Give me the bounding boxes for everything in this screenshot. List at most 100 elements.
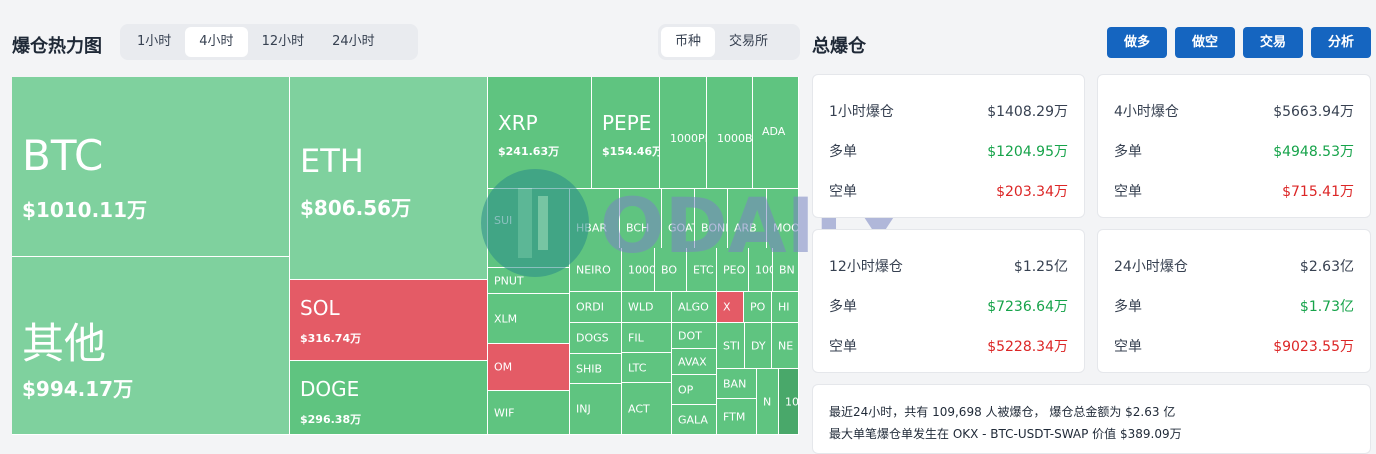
coin-value: $154.46万 [602, 145, 660, 158]
coin-name: SUI [494, 214, 513, 227]
treemap-cell[interactable]: DOGE $296.38万 [290, 361, 488, 435]
card-total: $2.63亿 [1299, 259, 1354, 275]
coin-name: SHIB [576, 362, 603, 375]
trade-button[interactable]: 交易 [1243, 27, 1303, 58]
treemap-cell[interactable]: ALGO [672, 292, 717, 323]
treemap-cell[interactable]: XRP $241.63万 [488, 77, 592, 189]
treemap-cell[interactable]: X [717, 292, 744, 323]
tab-coin[interactable]: 币种 [661, 27, 716, 57]
short-label: 空单 [829, 339, 857, 355]
treemap-cell[interactable]: BO [655, 248, 687, 292]
treemap-cell[interactable]: SOL $316.74万 [290, 280, 488, 361]
tab-1h[interactable]: 1小时 [137, 34, 172, 49]
coin-name: WLD [628, 300, 654, 314]
tab-24h[interactable]: 24小时 [332, 34, 375, 49]
treemap-cell[interactable]: NE [772, 323, 799, 369]
treemap-cell[interactable]: AVAX [672, 349, 717, 375]
analysis-button[interactable]: 分析 [1311, 27, 1371, 58]
treemap-cell[interactable]: ETC [687, 248, 717, 292]
coin-name: INJ [576, 402, 591, 416]
coin-name: DOGS [576, 331, 609, 345]
coin-name: HI [778, 300, 790, 314]
short-button[interactable]: 做空 [1175, 27, 1235, 58]
coin-name: OM [494, 360, 513, 374]
short-label: 空单 [1114, 184, 1142, 200]
treemap-cell[interactable]: GALA [672, 405, 717, 435]
coin-name: BN [779, 263, 795, 276]
tab-exchange[interactable]: 交易所 [729, 34, 769, 49]
coin-name: GOAT [668, 221, 694, 235]
treemap-cell[interactable]: N [757, 369, 779, 435]
treemap-cell[interactable]: ETH $806.56万 [290, 77, 488, 280]
treemap-cell[interactable]: WIF [488, 391, 570, 435]
treemap-cell[interactable]: BAN [717, 369, 757, 399]
coin-name: FIL [628, 331, 644, 344]
treemap-cell[interactable]: LTC [622, 353, 672, 383]
treemap-cell[interactable]: NEIRO [570, 248, 622, 292]
treemap-cell[interactable]: STI [717, 323, 745, 369]
coin-name: ALGO [678, 300, 709, 314]
treemap-cell[interactable]: FIL [622, 323, 672, 353]
coin-value: $296.38万 [300, 413, 362, 426]
coin-name: BCH [626, 221, 650, 235]
long-label: 多单 [829, 144, 857, 160]
coin-name: BONK [701, 221, 727, 235]
treemap-cell[interactable]: DY [745, 323, 772, 369]
coin-name: GALA [678, 413, 708, 426]
treemap-cell[interactable]: FTM [717, 399, 757, 435]
treemap-cell[interactable]: 100 [749, 248, 773, 292]
card-label: 1小时爆仓 [829, 104, 894, 120]
coin-name: 其他 [22, 319, 107, 369]
coin-name: N [763, 395, 772, 408]
treemap-cell[interactable]: OM [488, 344, 570, 391]
treemap-cell[interactable]: BN [773, 248, 799, 292]
treemap-cell[interactable]: PNUT [488, 268, 570, 294]
card-label: 12小时爆仓 [829, 259, 903, 275]
card-long: $7236.64万 [987, 299, 1068, 315]
coin-name: DOT [678, 329, 702, 342]
treemap-cell[interactable]: OP [672, 375, 717, 405]
card-4h: 4小时爆仓 $5663.94万 多单 $4948.53万 空单 $715.41万 [1097, 74, 1371, 218]
coin-name: 1000PE [670, 132, 706, 145]
treemap-cell[interactable]: 10 [779, 369, 799, 435]
short-label: 空单 [829, 184, 857, 200]
treemap-cell[interactable]: ADA [753, 77, 799, 189]
tab-12h[interactable]: 12小时 [261, 34, 305, 49]
coin-name: X [723, 300, 731, 314]
treemap-cell[interactable]: SHIB [570, 354, 622, 384]
treemap-cell[interactable]: XLM [488, 294, 570, 344]
treemap-cell[interactable]: DOGS [570, 323, 622, 354]
long-button[interactable]: 做多 [1107, 27, 1167, 58]
treemap-cell[interactable]: SUI [488, 189, 570, 268]
treemap-cell[interactable]: ACT [622, 383, 672, 435]
coin-value: $994.17万 [22, 376, 134, 401]
coin-name: ETH [300, 142, 364, 180]
card-short: $715.41万 [1282, 184, 1354, 200]
coin-name: ETC [693, 263, 714, 276]
treemap-cell[interactable]: BTC $1010.11万 [12, 77, 290, 257]
summary-card: 最近24小时，共有 109,698 人被爆仓， 爆仓总金额为 $2.63 亿 最… [812, 384, 1371, 454]
treemap-cell[interactable]: HI [772, 292, 799, 323]
treemap-cell[interactable]: 其他 $994.17万 [12, 257, 290, 435]
liquidation-treemap: BTC $1010.11万其他 $994.17万 ETH $806.56万 SOL $316… [12, 77, 799, 435]
treemap-cell[interactable]: PEO [717, 248, 749, 292]
summary-line-1: 最近24小时，共有 109,698 人被爆仓， 爆仓总金额为 $2.63 亿 [829, 405, 1176, 419]
treemap-cell[interactable]: INJ [570, 384, 622, 435]
treemap-cell[interactable]: 1000PE [660, 77, 707, 189]
coin-name: 1000 [628, 263, 655, 276]
long-label: 多单 [1114, 299, 1142, 315]
treemap-cell[interactable]: PO [744, 292, 772, 323]
card-label: 24小时爆仓 [1114, 259, 1188, 275]
card-short: $9023.55万 [1273, 339, 1354, 355]
treemap-cell[interactable]: PEPE $154.46万 [592, 77, 660, 189]
treemap-cell[interactable]: WLD [622, 292, 672, 323]
coin-name: PO [750, 300, 766, 314]
coin-name: ADA [762, 125, 786, 138]
treemap-cell[interactable]: ORDI [570, 292, 622, 323]
card-12h: 12小时爆仓 $1.25亿 多单 $7236.64万 空单 $5228.34万 [812, 229, 1085, 373]
treemap-cell[interactable]: DOT [672, 323, 717, 349]
treemap-cell[interactable]: 1000 [622, 248, 655, 292]
card-total: $1408.29万 [987, 104, 1068, 120]
tab-4h[interactable]: 4小时 [185, 27, 248, 57]
